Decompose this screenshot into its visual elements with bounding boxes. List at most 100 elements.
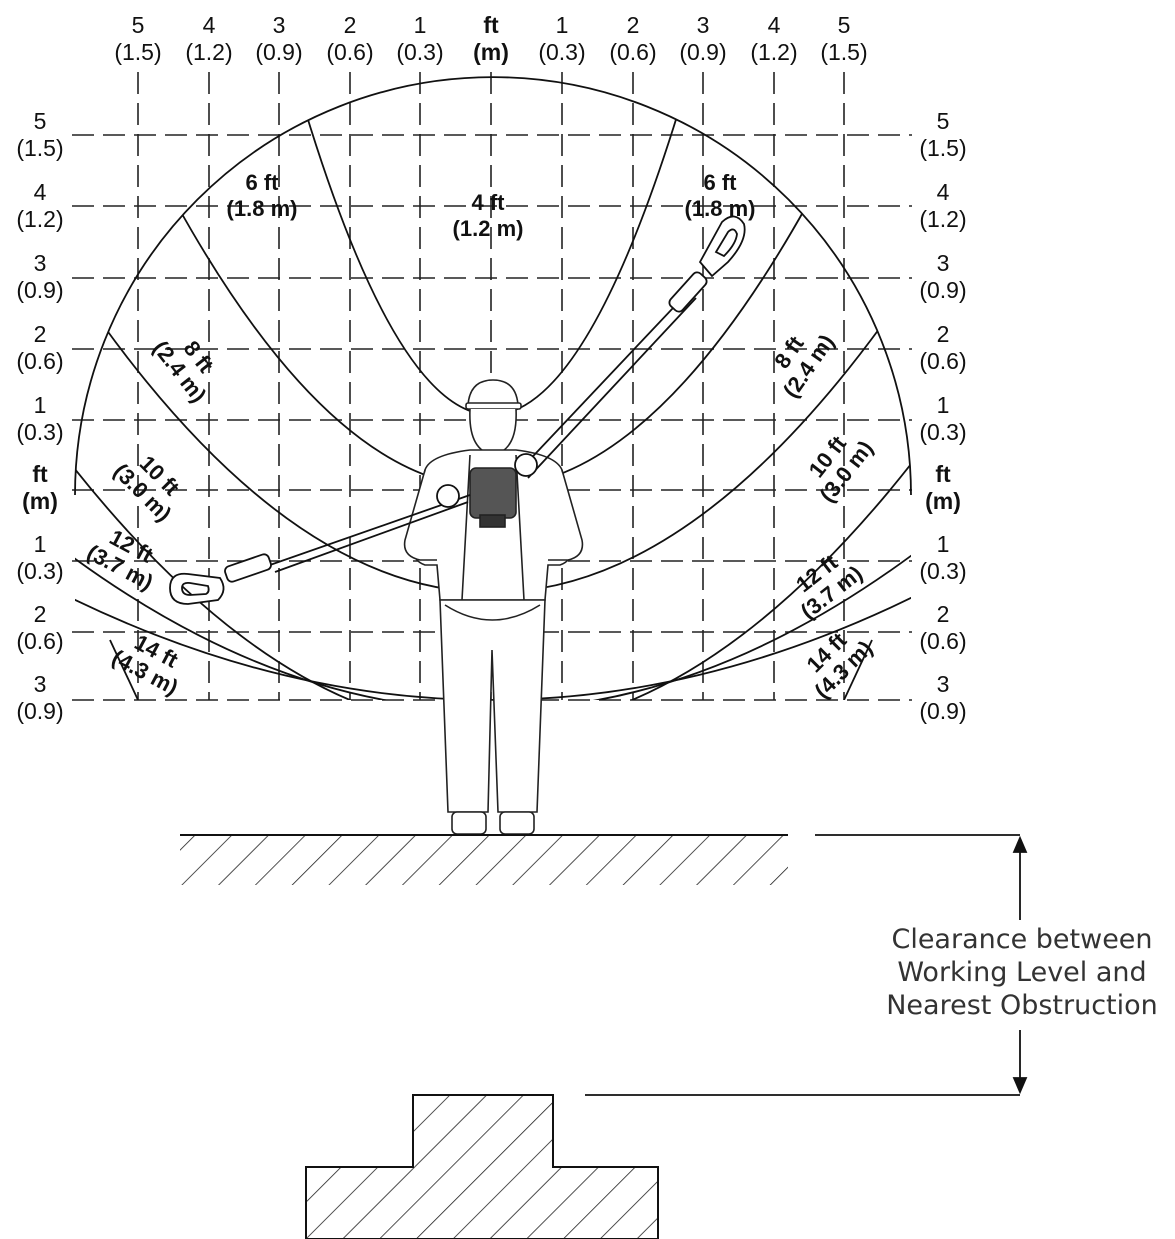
right-tick-m: (0.6): [919, 348, 966, 374]
top-tick-m: (1.2): [750, 39, 797, 65]
zone-curves: [74, 76, 912, 701]
left-axis-labels: 5 (1.5) 4 (1.2) 3 (0.9) 2 (0.6) 1 (0.3) …: [16, 108, 63, 724]
zone-label-6ft-right: 6 ft (1.8 m): [685, 170, 756, 221]
left-tick-m: (0.6): [16, 628, 63, 654]
svg-text:(1.8 m): (1.8 m): [685, 196, 756, 221]
svg-text:(1.2 m): (1.2 m): [453, 216, 524, 241]
top-tick-m: (1.5): [114, 39, 161, 65]
left-tick-ft: 2: [34, 321, 47, 347]
left-tick-ft: 3: [34, 671, 47, 697]
top-axis-labels: 5 (1.5) 4 (1.2) 3 (0.9) 2 (0.6) 1 (0.3) …: [114, 12, 867, 65]
harness-straps: [444, 454, 541, 621]
right-tick-ft: 3: [937, 250, 950, 276]
svg-text:6 ft: 6 ft: [704, 170, 738, 195]
svg-text:Clearance between: Clearance between: [891, 924, 1152, 955]
top-tick-ft: 5: [132, 12, 145, 38]
right-boot: [499, 811, 535, 835]
top-tick-ft: 3: [273, 12, 286, 38]
left-boot: [451, 811, 487, 835]
top-tick-m: (0.9): [679, 39, 726, 65]
top-tick-m: (1.5): [820, 39, 867, 65]
top-tick-m: (0.3): [538, 39, 585, 65]
right-tick-m: (0.3): [919, 558, 966, 584]
left-tick-ft: 4: [34, 179, 47, 205]
top-tick-ft: 2: [627, 12, 640, 38]
svg-text:(1.8 m): (1.8 m): [227, 196, 298, 221]
right-tick-ft: 1: [937, 531, 950, 557]
left-tick-m: (1.5): [16, 135, 63, 161]
top-tick-ft: 5: [838, 12, 851, 38]
zone-label-10ft-left: 10 ft (3.0 m): [109, 451, 185, 527]
top-tick-m: (0.6): [609, 39, 656, 65]
left-tick-m: (0.3): [16, 558, 63, 584]
left-tick-m: (0.9): [16, 698, 63, 724]
curve-10ft: [75, 449, 911, 701]
left-tick-ft: 3: [34, 250, 47, 276]
right-tick-m: (1.2): [919, 206, 966, 232]
clearance-dimension: [585, 834, 1028, 1096]
left-tick-ft: 2: [34, 601, 47, 627]
left-tick-ft: 1: [34, 531, 47, 557]
right-arm: [548, 469, 584, 561]
zone-label-14ft-left: 14 ft (4.3 m): [108, 629, 183, 700]
clearance-label: Clearance between Working Level and Near…: [886, 924, 1158, 1021]
top-tick-ft: 2: [344, 12, 357, 38]
right-tick-m: (1.5): [919, 135, 966, 161]
curve-12ft: [75, 539, 911, 701]
right-tick-ft: 2: [937, 321, 950, 347]
curve-4ft: [301, 99, 683, 416]
top-tick-m: (0.6): [326, 39, 373, 65]
top-tick-m: (1.2): [185, 39, 232, 65]
svg-text:4 ft: 4 ft: [472, 190, 506, 215]
svg-text:Working Level and: Working Level and: [897, 957, 1146, 988]
top-tick-ft: 1: [414, 12, 427, 38]
right-tick-m: (0.3): [919, 419, 966, 445]
lanyards: [169, 215, 746, 605]
zone-label-8ft-left: 8 ft (2.4 m): [148, 336, 219, 407]
top-tick-ft: 1: [556, 12, 569, 38]
left-tick-m: (1.2): [16, 206, 63, 232]
right-axis-unit-m: (m): [925, 488, 961, 514]
left-lanyard-absorber: [224, 553, 272, 583]
legs: [439, 599, 546, 813]
right-tick-ft: 2: [937, 601, 950, 627]
right-tick-m: (0.9): [919, 698, 966, 724]
left-tick-m: (0.3): [16, 419, 63, 445]
top-axis-unit-m: (m): [473, 39, 509, 65]
right-tick-ft: 4: [937, 179, 950, 205]
head: [469, 408, 517, 456]
right-tick-m: (0.9): [919, 277, 966, 303]
left-tick-ft: 5: [34, 108, 47, 134]
left-tick-m: (0.6): [16, 348, 63, 374]
zone-label-6ft-left: 6 ft (1.8 m): [227, 170, 298, 221]
zone-label-8ft-right: 8 ft (2.4 m): [769, 330, 839, 402]
zone-label-12ft-right: 12 ft (3.7 m): [791, 549, 867, 624]
right-tick-m: (0.6): [919, 628, 966, 654]
right-lanyard-absorber: [668, 271, 708, 313]
zone-label-10ft-right: 10 ft (3.0 m): [804, 431, 878, 507]
top-tick-ft: 4: [203, 12, 216, 38]
left-tick-m: (0.9): [16, 277, 63, 303]
svg-text:Nearest Obstruction: Nearest Obstruction: [886, 990, 1158, 1021]
zone-label-4ft: 4 ft (1.2 m): [453, 190, 524, 241]
left-axis-unit-ft: ft: [32, 461, 48, 487]
outer-arc: [74, 76, 912, 496]
right-snap-hook: [698, 215, 746, 278]
left-axis-unit-m: (m): [22, 488, 58, 514]
working-level-platform: [176, 834, 792, 895]
hard-hat: [467, 379, 519, 406]
harness-chest: [469, 467, 517, 519]
right-tick-ft: 5: [937, 108, 950, 134]
svg-text:6 ft: 6 ft: [246, 170, 280, 195]
top-tick-m: (0.9): [255, 39, 302, 65]
left-tick-ft: 1: [34, 392, 47, 418]
top-tick-ft: 4: [768, 12, 781, 38]
left-snap-hook: [169, 572, 225, 605]
zone-label-12ft-left: 12 ft (3.7 m): [83, 524, 158, 595]
left-arm: [403, 469, 437, 561]
nearest-obstruction: [305, 1094, 659, 1239]
top-tick-ft: 3: [697, 12, 710, 38]
right-axis-labels: 5 (1.5) 4 (1.2) 3 (0.9) 2 (0.6) 1 (0.3) …: [919, 108, 966, 724]
